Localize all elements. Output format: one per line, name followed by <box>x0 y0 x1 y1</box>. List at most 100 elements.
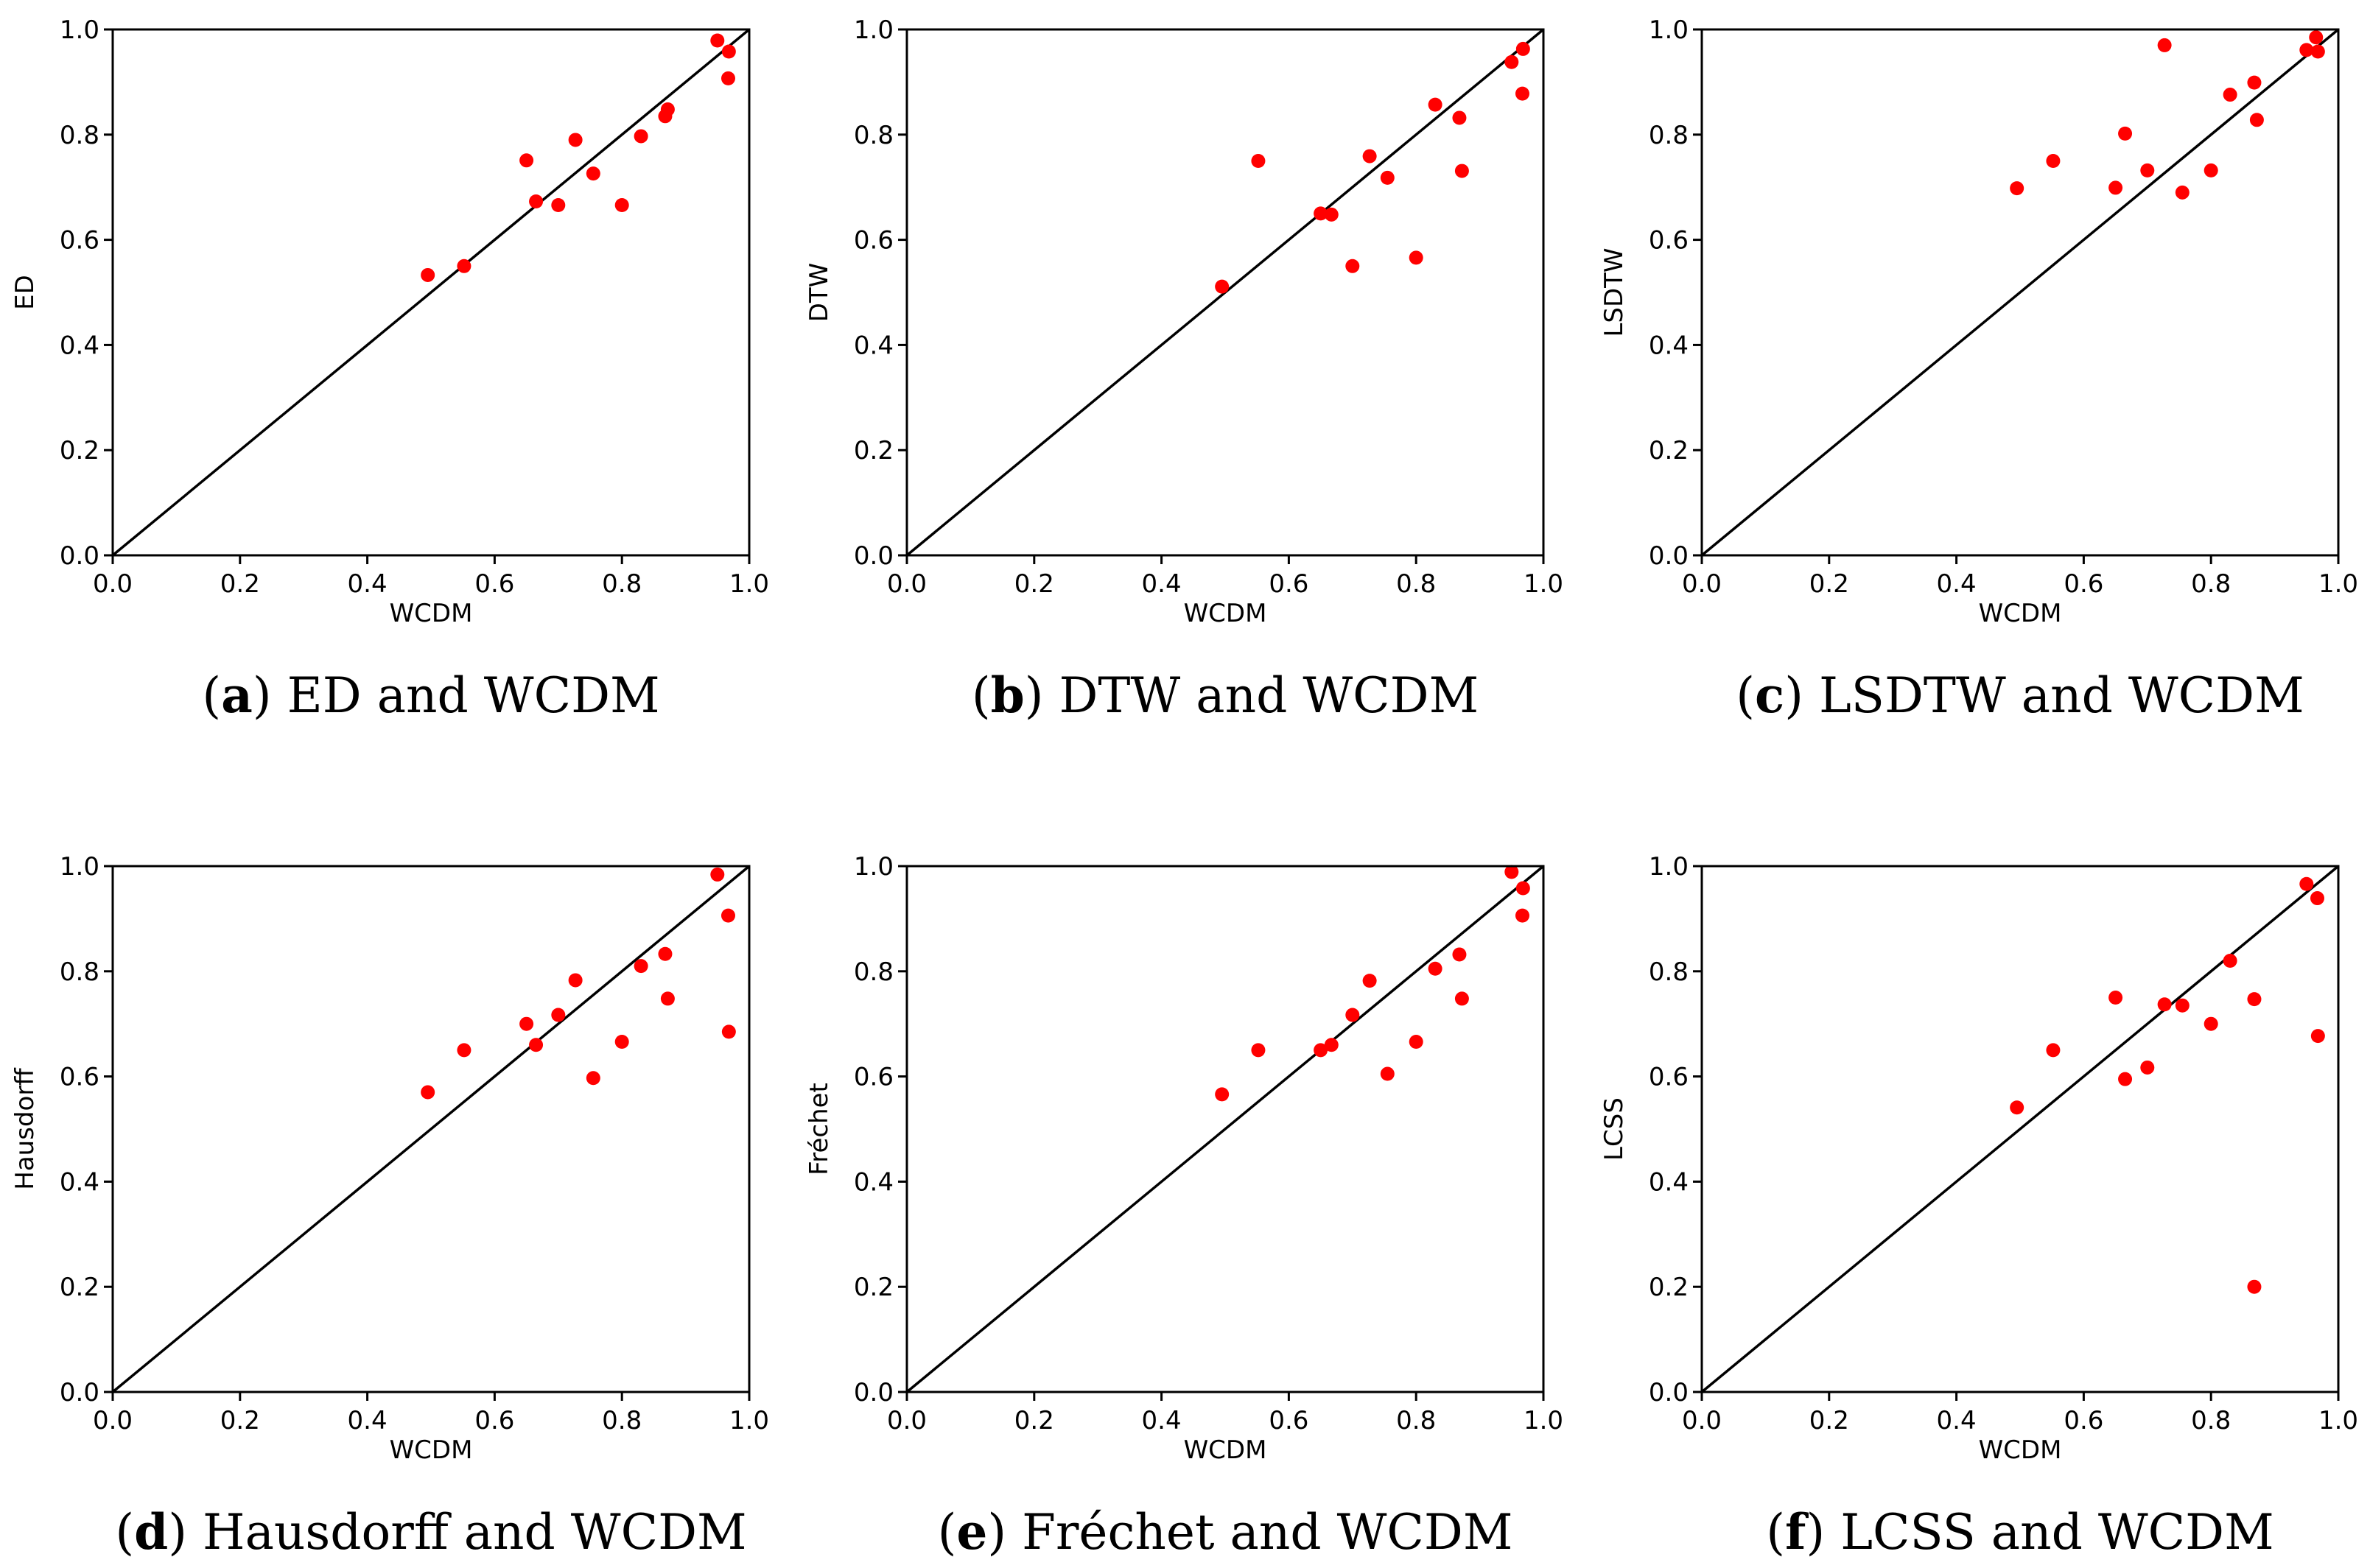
data-point <box>519 1016 534 1031</box>
data-point <box>1215 279 1230 294</box>
data-point <box>551 197 566 212</box>
subplot-b: 0.00.0 0.2 0.2 0.4 0.4 0.6 0.6 0.8 0.8 1.0 1.0 WCDM… <box>804 15 1563 724</box>
y-tick-label: 0.4 <box>1649 1167 1689 1197</box>
data-point <box>660 102 675 117</box>
data-point <box>2010 181 2024 196</box>
data-point <box>1515 86 1529 101</box>
data-point <box>710 33 725 48</box>
x-tick-label: 0.2 <box>1809 1406 1849 1435</box>
x-tick-label: 0.8 <box>1396 1406 1436 1435</box>
data-point <box>1345 259 1360 273</box>
y-tick-label: 0.0 <box>854 541 894 571</box>
identity-line <box>111 28 751 557</box>
data-point <box>1515 881 1530 896</box>
x-axis-label: WCDM <box>390 1435 473 1465</box>
x-tick-label: 1.0 <box>2318 1406 2358 1435</box>
x-tick-label: 0.8 <box>2191 1406 2231 1435</box>
data-point <box>1314 206 1328 221</box>
subplot-e: 0.00.0 0.2 0.2 0.4 0.4 0.6 0.6 0.8 0.8 1.0 1.0 WCDM… <box>804 852 1563 1561</box>
y-tick-label: 0.8 <box>60 957 99 987</box>
data-point <box>2175 185 2190 200</box>
y-tick-label: 0.6 <box>60 1063 99 1092</box>
subplot-d: 0.00.0 0.2 0.2 0.4 0.4 0.6 0.6 0.8 0.8 1.0 1.0 WCDM… <box>10 852 769 1561</box>
data-point <box>1362 974 1377 988</box>
x-tick-label: 0.4 <box>1142 569 1182 599</box>
data-point <box>614 197 629 212</box>
data-point <box>2223 954 2237 968</box>
y-tick-label: 0.6 <box>1649 226 1689 256</box>
identity-line <box>905 865 1545 1393</box>
y-tick-label: 0.0 <box>60 541 99 571</box>
identity-line <box>111 865 751 1393</box>
data-point <box>551 1008 566 1022</box>
x-tick-label: 1.0 <box>1524 569 1563 599</box>
x-tick-label: 0.8 <box>1396 569 1436 599</box>
y-tick-label: 0.0 <box>1649 541 1689 571</box>
subplot-caption: (f) LCSS and WCDM <box>1766 1503 2273 1561</box>
data-point <box>1452 110 1467 125</box>
data-point <box>2108 180 2123 195</box>
data-point <box>457 1043 471 1058</box>
x-tick-label: 1.0 <box>2318 569 2358 599</box>
y-tick-label: 0.8 <box>854 121 894 150</box>
data-point <box>2140 163 2155 177</box>
x-axis-label: WCDM <box>1979 1435 2062 1465</box>
y-axis-label: Fréchet <box>804 1083 834 1175</box>
data-point <box>2299 43 2314 57</box>
y-tick-label: 0.2 <box>854 436 894 465</box>
x-tick-label: 0.8 <box>2191 569 2231 599</box>
y-tick-label: 0.8 <box>1649 957 1689 987</box>
y-tick-label: 0.2 <box>60 436 99 465</box>
data-point <box>2118 126 2133 141</box>
identity-line <box>1700 28 2340 557</box>
plot-frame <box>111 28 751 557</box>
subplot-caption: (e) Fréchet and WCDM <box>938 1503 1513 1561</box>
data-point <box>568 973 583 988</box>
data-point <box>1454 991 1469 1006</box>
x-tick-label: 0.8 <box>602 1406 642 1435</box>
y-tick-label: 0.2 <box>60 1273 99 1302</box>
data-point <box>1324 207 1339 222</box>
data-point <box>2247 1279 2262 1294</box>
data-point <box>710 867 725 882</box>
data-point <box>2310 891 2324 906</box>
y-tick-label: 0.8 <box>854 957 894 987</box>
y-tick-label: 0.2 <box>1649 1273 1689 1302</box>
data-point <box>529 194 544 208</box>
y-tick-label: 0.6 <box>854 226 894 256</box>
x-tick-label: 1.0 <box>729 1406 769 1435</box>
x-tick-label: 0.0 <box>1682 1406 1722 1435</box>
y-tick-label: 0.4 <box>1649 331 1689 360</box>
data-point <box>1409 1034 1423 1049</box>
y-axis-label: DTW <box>804 263 834 323</box>
data-point <box>1515 908 1529 923</box>
data-point <box>2247 75 2262 90</box>
x-tick-label: 0.0 <box>887 1406 927 1435</box>
data-point <box>1380 170 1395 185</box>
data-point <box>1428 961 1442 976</box>
x-tick-label: 0.2 <box>1014 1406 1054 1435</box>
data-point <box>1251 154 1266 168</box>
plot-frame <box>1700 28 2340 557</box>
x-tick-label: 0.2 <box>220 569 260 599</box>
data-point <box>2310 44 2325 59</box>
x-tick-label: 0.2 <box>1014 569 1054 599</box>
y-tick-label: 0.6 <box>60 226 99 256</box>
subplot-c: 0.00.0 0.2 0.2 0.4 0.4 0.6 0.6 0.8 0.8 1.0 1.0 WCDM… <box>1599 15 2358 724</box>
data-point <box>2157 38 2172 52</box>
data-point <box>1504 55 1519 69</box>
data-point <box>1314 1043 1328 1058</box>
data-point <box>2118 1072 2133 1086</box>
data-point <box>2204 163 2218 177</box>
data-point <box>2046 1043 2061 1058</box>
y-tick-label: 1.0 <box>854 15 894 45</box>
data-point <box>1215 1087 1230 1102</box>
data-point <box>1504 865 1519 879</box>
y-tick-label: 1.0 <box>1649 852 1689 882</box>
identity-line <box>1700 865 2340 1393</box>
x-tick-label: 0.6 <box>1269 569 1308 599</box>
x-tick-label: 0.0 <box>1682 569 1722 599</box>
x-tick-label: 0.0 <box>887 569 927 599</box>
y-tick-label: 1.0 <box>854 852 894 882</box>
